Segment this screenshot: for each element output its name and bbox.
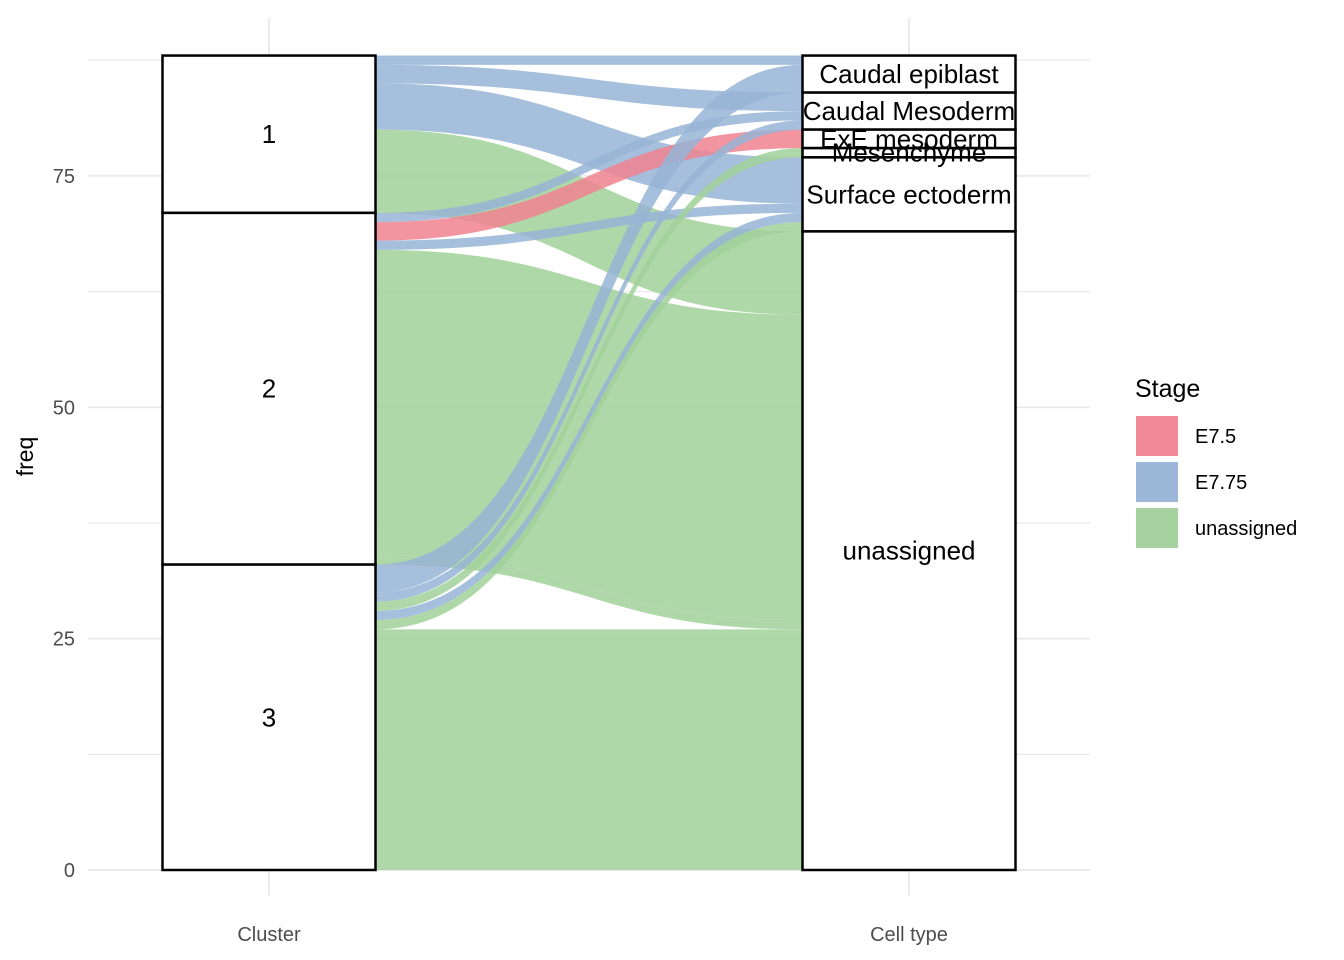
legend-label: E7.5 [1195,426,1236,448]
cell-type-stratum-label: unassigned [843,536,976,566]
cluster-stratum-3 [161,563,377,872]
cluster-stratum-2 [161,211,377,566]
cell-type-stratum-label: Surface ectoderm [806,179,1011,209]
cluster-stratum-label: 1 [262,119,276,149]
y-tick-label: 25 [53,629,75,651]
legend-label: E7.75 [1195,472,1247,494]
flow-3-surface-ectoderm-e7-75 [375,212,803,621]
cluster-stratum-label: 2 [262,374,276,404]
cell-type-stratum-caudal-mesoderm [801,91,1017,131]
flow-1-caudal-mesoderm-e7-75 [375,64,803,112]
flow-2-surface-ectoderm-e7-75 [375,203,803,250]
cell-type-stratum-label: Mesenchyme [832,138,987,168]
y-tick-label: 50 [53,397,75,419]
cell-type-stratum-label: ExE mesoderm [820,124,998,154]
flow-3-mesenchyme-unassigned [375,148,803,611]
cell-type-stratum-label: Caudal Mesoderm [803,96,1015,126]
flow-2-unassigned-unassigned [375,555,803,630]
cell-type-stratum-surface-ectoderm [801,156,1017,233]
flow-2-caudal-mesoderm-e7-75 [375,111,803,223]
cluster-stratum-label: 3 [262,702,276,732]
x-tick-label: Cell type [870,924,948,946]
flow-3-unassigned-unassigned [375,629,803,870]
legend-title: Stage [1135,375,1200,403]
legend-label: unassigned [1195,518,1297,540]
x-tick-label: Cluster [237,924,301,946]
flow-3-caudal-epiblast-e7-75 [375,64,803,593]
y-tick-label: 75 [53,166,75,188]
flow-1-caudal-epiblast-e7-75 [375,55,803,65]
y-axis-title: freq [12,437,38,477]
cell-type-stratum-unassigned [801,230,1017,872]
legend-key-unassigned [1136,508,1178,548]
cell-type-stratum-caudal-epiblast [801,54,1017,94]
legend-key-e7-5 [1136,416,1178,456]
legend: Stage E7.5 E7.75 unassigned [1135,375,1297,548]
cluster-stratum-1 [161,54,377,215]
y-tick-label: 0 [64,860,75,882]
flows [375,55,803,870]
cell-type-stratum-label: Caudal epiblast [819,59,999,89]
flow-3-surface-ectoderm-unassigned [375,222,803,630]
flow-3-caudal-mesoderm-e7-75 [375,120,803,602]
legend-key-e7-75 [1136,462,1178,502]
flow-2-exe-mesoderm-e7-5 [375,129,803,241]
axes: 0 25 50 75 Cluster Cell type freq [12,166,948,946]
